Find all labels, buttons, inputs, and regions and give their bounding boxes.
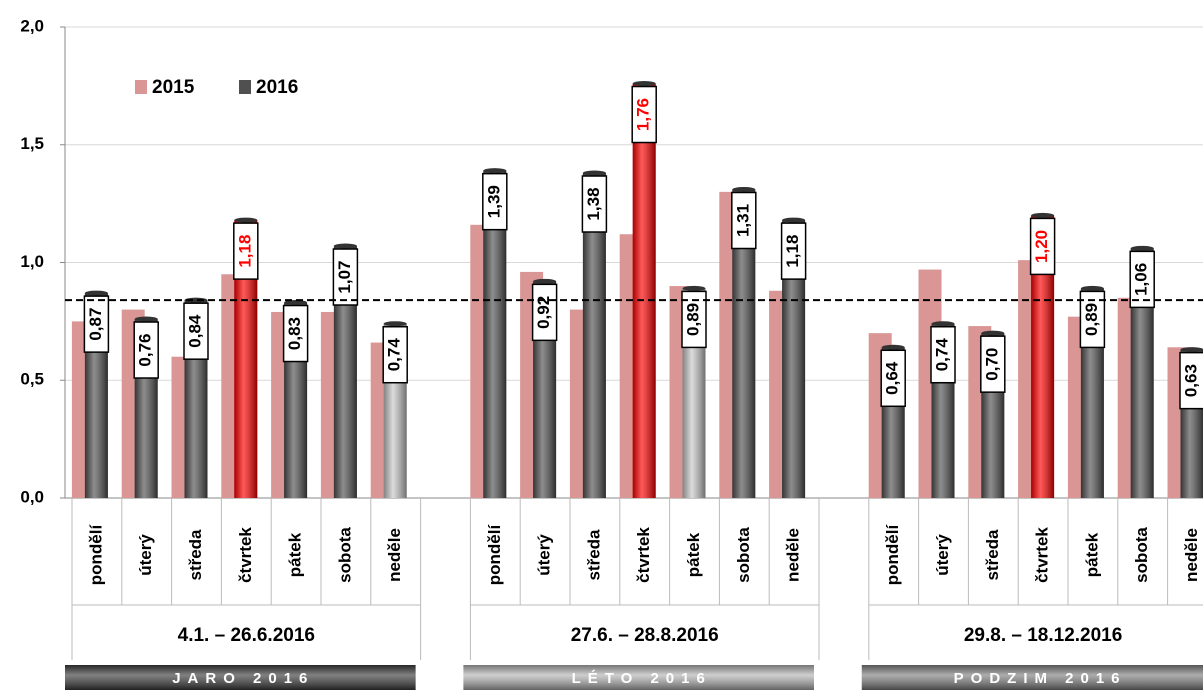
value-label: 0,84 xyxy=(185,314,204,348)
value-label: 1,07 xyxy=(335,260,354,293)
x-tick-label: pátek xyxy=(684,532,703,577)
value-label-box xyxy=(133,321,159,379)
value-label: 0,92 xyxy=(534,296,553,329)
value-label-box xyxy=(631,85,657,144)
value-label: 1,06 xyxy=(1132,263,1151,296)
value-label-box xyxy=(531,283,558,342)
x-tick-label: úterý xyxy=(136,534,155,576)
value-label: 1,18 xyxy=(235,235,254,268)
value-label: 1,18 xyxy=(783,235,802,268)
value-label-box xyxy=(233,222,259,280)
x-tick-label: sobota xyxy=(734,527,753,583)
season-label: JARO 2016 xyxy=(172,670,314,687)
value-label: 1,38 xyxy=(584,187,603,220)
value-label: 1,39 xyxy=(484,185,503,218)
group-label: 29.8. – 18.12.2016 xyxy=(964,625,1122,646)
value-label: 1,20 xyxy=(1032,230,1051,263)
value-label-box xyxy=(880,349,906,408)
value-label-box xyxy=(482,172,508,231)
x-tick-label: pondělí xyxy=(86,524,105,586)
x-tick-label: čtvrtek xyxy=(1033,527,1052,583)
season-label: PODZIM 2016 xyxy=(954,670,1127,687)
x-tick-label: středa xyxy=(983,529,1002,581)
value-label-box xyxy=(382,325,408,384)
x-tick-label: neděle xyxy=(1182,528,1201,582)
value-label-box xyxy=(1129,250,1155,309)
value-label-box xyxy=(930,325,956,384)
value-label: 0,83 xyxy=(285,317,304,350)
x-tick-label: čtvrtek xyxy=(634,527,653,583)
value-label-box xyxy=(731,191,757,250)
value-label: 0,70 xyxy=(982,348,1001,381)
value-label-box xyxy=(332,248,359,306)
bars xyxy=(71,81,1203,499)
group-label: 27.6. – 28.8.2016 xyxy=(571,625,719,646)
y-tick-label: 0,5 xyxy=(20,370,44,389)
value-label: 0,76 xyxy=(136,333,155,366)
legend-swatch xyxy=(135,80,147,94)
value-label: 1,76 xyxy=(634,98,653,131)
value-label: 0,64 xyxy=(883,361,902,395)
value-label-box xyxy=(980,335,1006,393)
value-label-box xyxy=(581,175,608,233)
value-label: 0,89 xyxy=(683,303,702,336)
x-tick-label: sobota xyxy=(335,527,354,583)
value-label-box xyxy=(1179,351,1203,410)
y-tick-label: 2,0 xyxy=(20,16,44,35)
value-label-box xyxy=(83,295,110,353)
x-tick-label: neděle xyxy=(385,528,404,582)
value-label: 1,31 xyxy=(733,204,752,237)
x-tick-label: neděle xyxy=(784,528,803,582)
season-label: LÉTO 2016 xyxy=(572,670,712,687)
x-tick-label: středa xyxy=(186,529,205,581)
y-tick-label: 0,0 xyxy=(20,487,44,506)
x-tick-label: pondělí xyxy=(485,524,504,586)
x-tick-label: pátek xyxy=(1082,532,1101,577)
value-label: 0,89 xyxy=(1082,303,1101,336)
legend-swatch xyxy=(239,80,251,94)
value-label-box xyxy=(1029,217,1056,276)
x-tick-label: středa xyxy=(584,529,603,581)
value-label-box xyxy=(780,222,807,280)
x-tick-label: úterý xyxy=(535,534,554,576)
y-tick-label: 1,5 xyxy=(20,134,44,153)
x-tick-label: pondělí xyxy=(883,524,902,586)
value-labels: 0,87 0,76 0,84 1,18 0,83 1,07 0,74 1,39 0,92 1,38… xyxy=(83,85,1203,410)
value-label: 0,74 xyxy=(932,338,951,372)
legend-label: 2015 xyxy=(152,77,195,98)
x-tick-label: sobota xyxy=(1132,527,1151,583)
value-label: 0,63 xyxy=(1181,364,1200,397)
value-label: 0,74 xyxy=(385,338,404,372)
value-label: 0,87 xyxy=(86,308,105,341)
group-label: 4.1. – 26.6.2016 xyxy=(178,625,315,646)
x-tick-label: pátek xyxy=(286,532,305,577)
y-tick-label: 1,0 xyxy=(20,252,44,271)
value-label-box xyxy=(282,304,309,363)
legend-label: 2016 xyxy=(256,77,298,98)
x-tick-label: čtvrtek xyxy=(236,527,255,583)
value-label-box xyxy=(183,302,209,360)
x-tick-label: úterý xyxy=(933,534,952,576)
